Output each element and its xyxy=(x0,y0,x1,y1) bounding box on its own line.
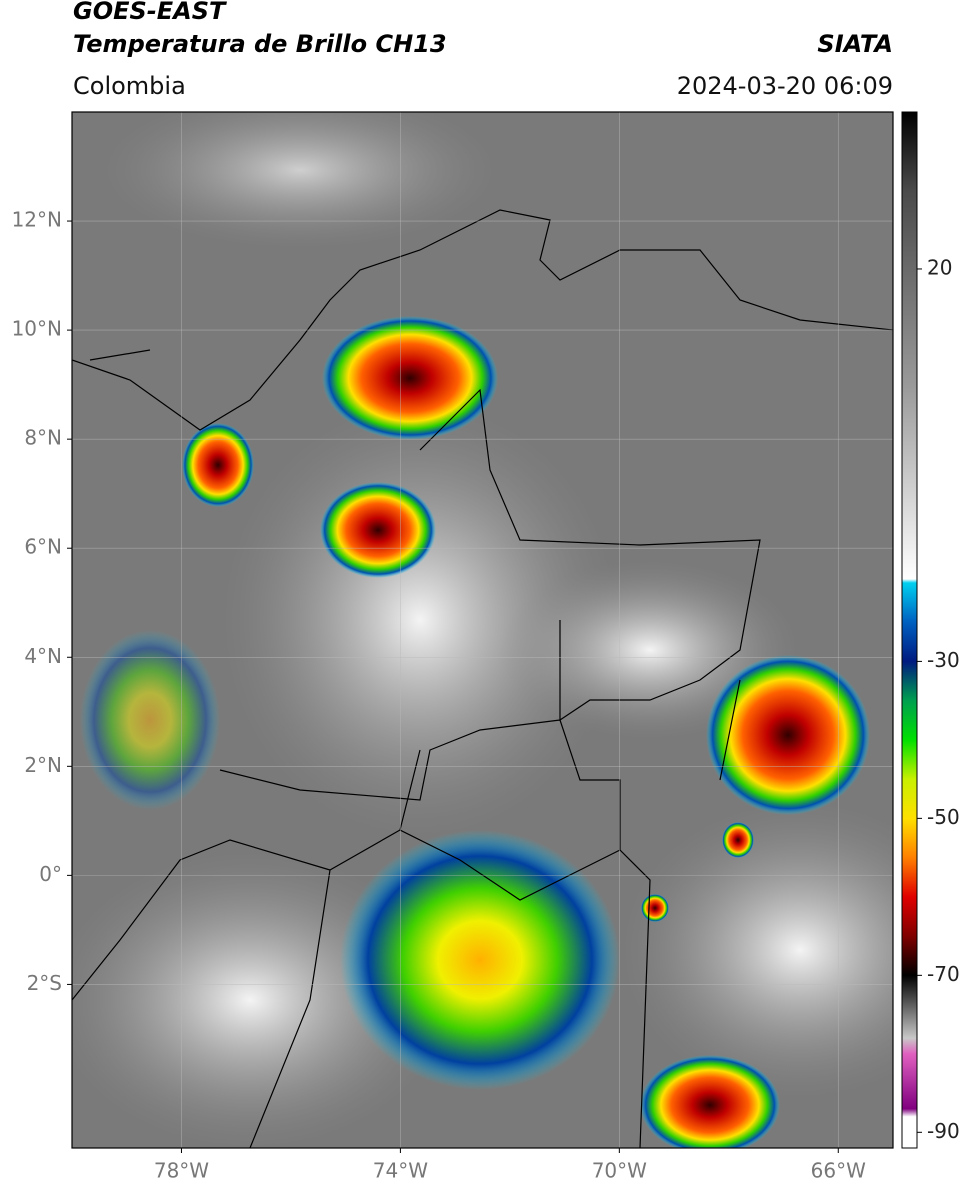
colorbar-tick-label: -70 xyxy=(927,962,960,986)
product: Temperatura de Brillo CH13 xyxy=(73,30,447,58)
x-tick-label: 70°W xyxy=(592,1159,647,1183)
colorbar-tick-label: 20 xyxy=(927,255,952,279)
colorbar-tick-label: -50 xyxy=(927,805,960,829)
grid xyxy=(72,112,893,1148)
y-tick-label: 0° xyxy=(39,862,62,886)
y-tick-label: 2°N xyxy=(24,753,62,777)
x-tick-label: 78°W xyxy=(154,1159,209,1183)
x-tick-label: 74°W xyxy=(373,1159,428,1183)
y-tick-label: 8°N xyxy=(24,426,62,450)
colorbar xyxy=(901,111,918,1149)
y-tick-label: 10°N xyxy=(12,317,62,341)
imagery xyxy=(72,112,893,1148)
region: Colombia xyxy=(73,72,186,100)
y-tick-label: 4°N xyxy=(24,644,62,668)
x-tick-label: 66°W xyxy=(811,1159,866,1183)
y-tick-label: 12°N xyxy=(12,208,62,232)
colorbar-tick-label: -30 xyxy=(927,648,960,672)
organization: SIATA xyxy=(817,30,893,58)
colorbar-tick-label: -90 xyxy=(927,1119,960,1143)
y-tick-label: 6°N xyxy=(24,535,62,559)
map-frame xyxy=(71,111,894,1149)
datetime: 2024-03-20 06:09 xyxy=(677,72,893,100)
satellite: GOES-EAST xyxy=(73,0,227,25)
y-tick-label: 2°S xyxy=(27,971,62,995)
